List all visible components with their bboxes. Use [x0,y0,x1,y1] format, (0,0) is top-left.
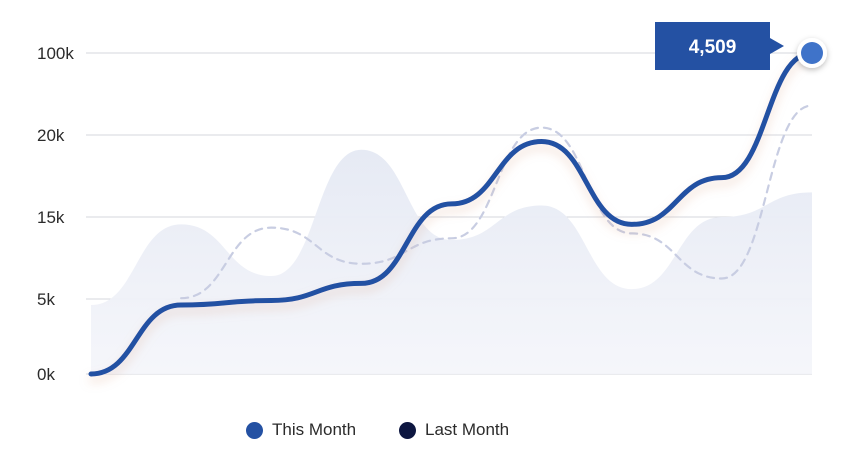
legend-label-last-month: Last Month [425,420,510,439]
legend-dot-this-month [246,421,263,439]
legend-item-this-month: This Month [246,420,356,440]
area-series [91,149,812,374]
end-point-marker [801,42,823,64]
y-tick-label: 5k [37,290,55,309]
value-callout: 4,509 [655,22,827,70]
callout-box [655,22,784,70]
series-layer [88,50,815,377]
y-tick-label: 20k [37,126,65,145]
y-axis-ticks: 0k 5k 15k 20k 100k [37,44,74,384]
legend-item-last-month: Last Month [399,420,509,440]
callout-value: 4,509 [689,37,737,58]
series-line-this-month [88,50,815,377]
y-tick-label: 0k [37,365,55,384]
legend: This Month Last Month [0,417,855,443]
y-tick-label: 100k [37,44,74,63]
legend-label-this-month: This Month [272,420,357,439]
legend-dot-last-month [399,421,416,439]
y-tick-label: 15k [37,208,65,227]
series-line-last-month [180,104,814,300]
